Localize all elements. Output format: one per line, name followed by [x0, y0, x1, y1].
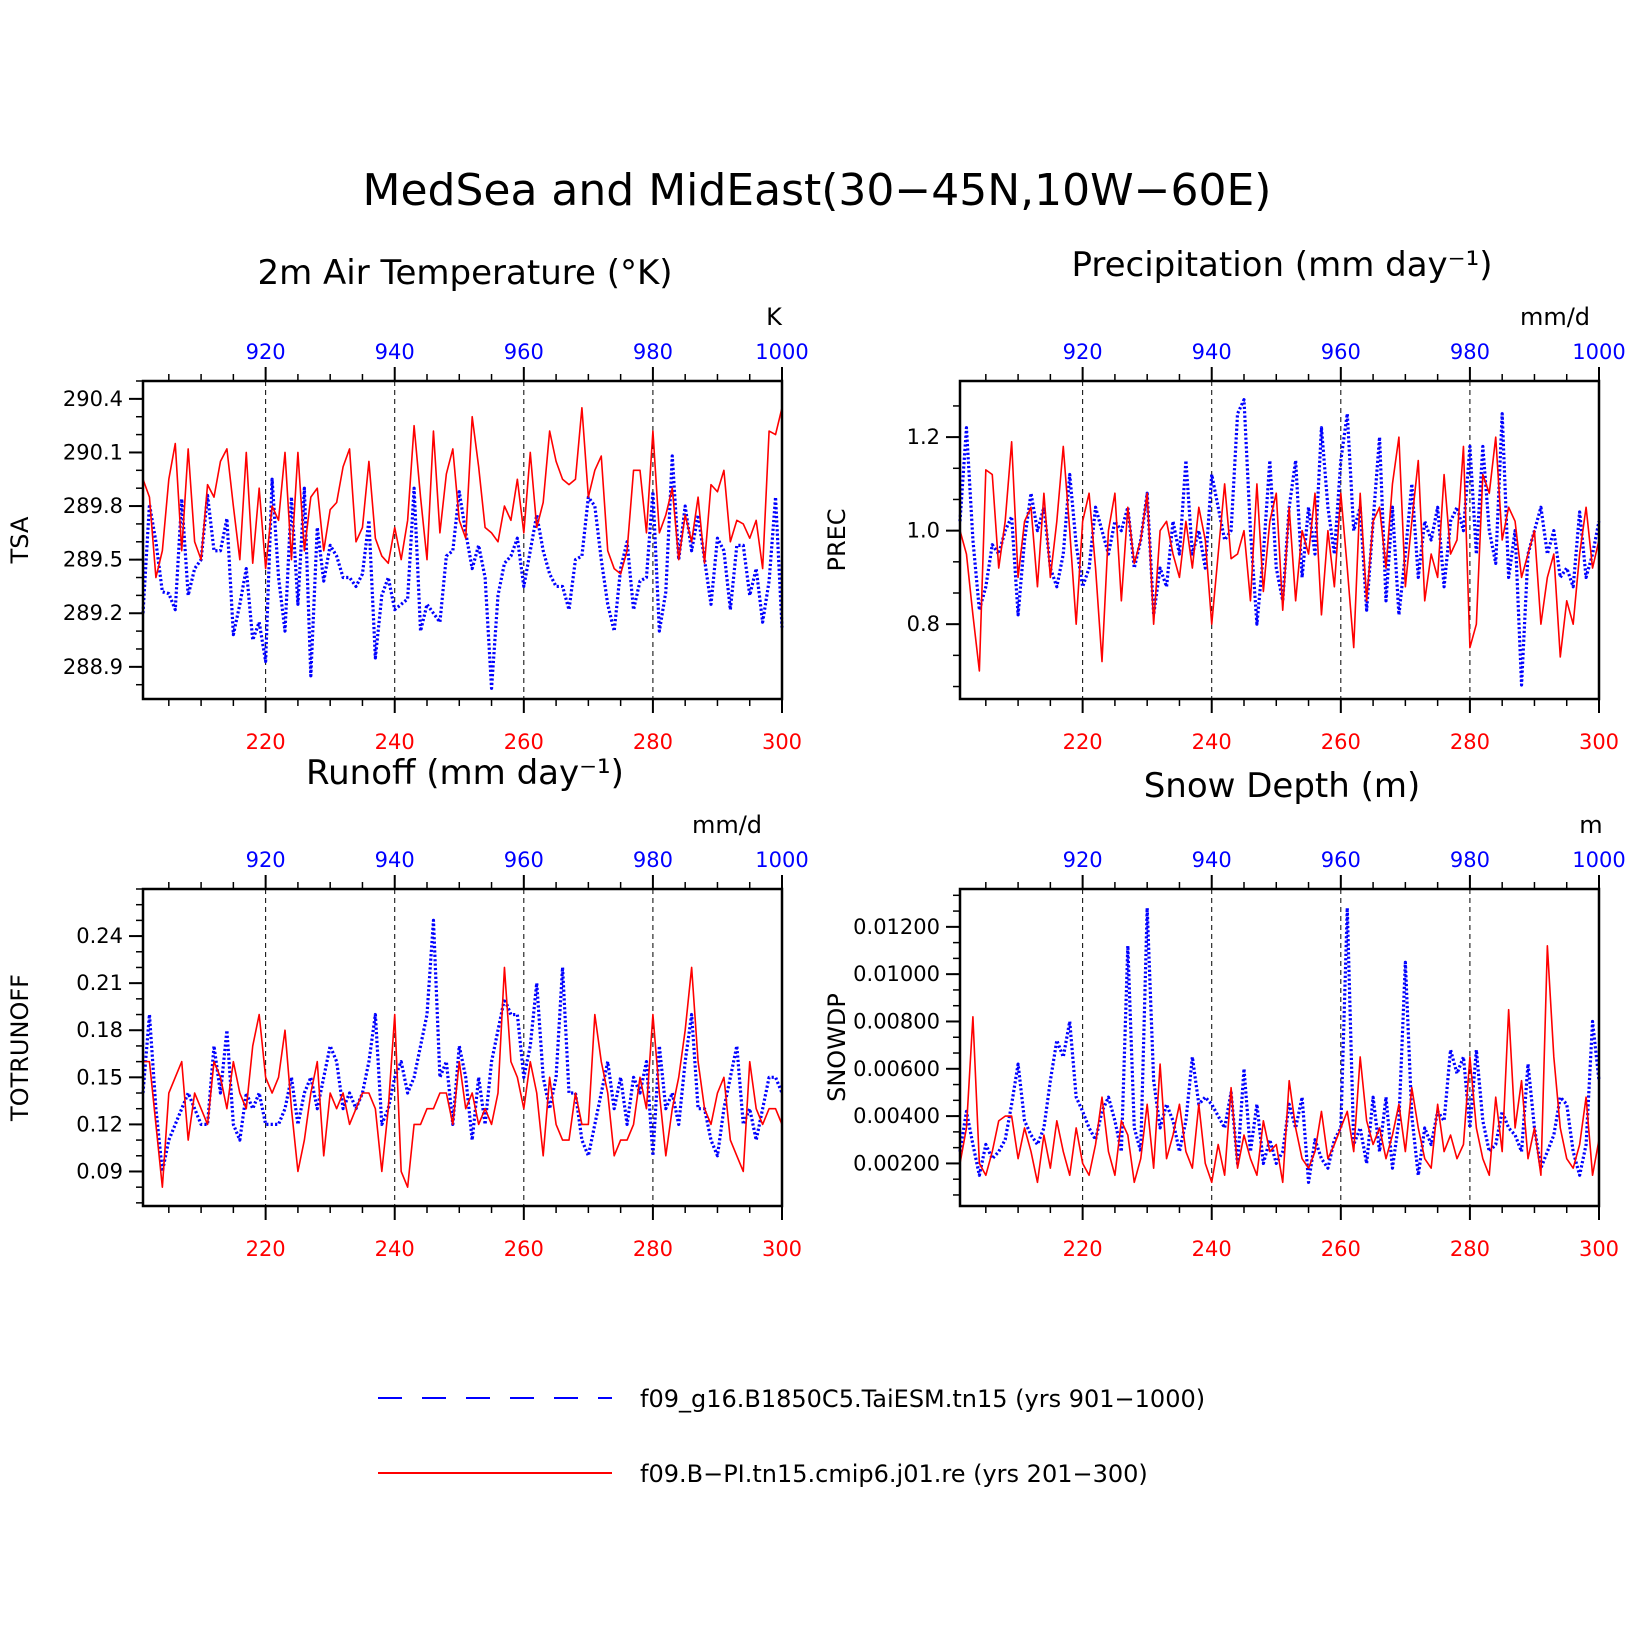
y-tick-label: 1.0	[907, 519, 940, 543]
x-tick-label-bottom: 220	[246, 1237, 286, 1261]
x-tick-label-top: 920	[1063, 340, 1103, 364]
x-tick-label-bottom: 300	[762, 1237, 802, 1261]
y-axis-label: TOTRUNOFF	[6, 974, 34, 1122]
plot-frame	[958, 887, 1601, 1208]
y-tick-label: 0.8	[907, 612, 940, 636]
y-tick-label: 0.00200	[853, 1151, 940, 1175]
unit-label: K	[766, 303, 783, 331]
y-tick-label: 0.01200	[853, 915, 940, 939]
plot-frame	[141, 379, 784, 701]
y-tick-label: 0.09	[76, 1159, 123, 1183]
panel-title: Runoff (mm day⁻¹)	[306, 753, 624, 793]
x-tick-label-top: 920	[1063, 848, 1103, 872]
x-tick-label-top: 980	[633, 340, 673, 364]
y-tick-label: 289.2	[63, 601, 123, 625]
y-tick-label: 0.12	[76, 1112, 123, 1136]
plot-frame	[958, 379, 1601, 701]
x-tick-label-bottom: 240	[375, 1237, 415, 1261]
x-tick-label-top: 1000	[755, 340, 808, 364]
x-tick-label-bottom: 260	[504, 1237, 544, 1261]
x-tick-label-bottom: 280	[633, 730, 673, 754]
panel-title: Precipitation (mm day⁻¹)	[1071, 245, 1492, 285]
x-tick-label-top: 980	[633, 848, 673, 872]
x-tick-label-top: 980	[1450, 340, 1490, 364]
series-case1-line	[958, 398, 1601, 687]
panel-1: 2m Air Temperature (°K) K TSA 288.9 289.2 289…	[6, 253, 809, 754]
x-tick-label-top: 940	[375, 340, 415, 364]
x-tick-label-bottom: 220	[1063, 1237, 1103, 1261]
y-axis-label: PREC	[823, 508, 851, 571]
panel-3: Runoff (mm day⁻¹) mm/d TOTRUNOFF 0.09 0.12 0.…	[6, 753, 809, 1261]
y-tick-label: 0.00800	[853, 1009, 940, 1033]
y-tick-label: 289.8	[63, 494, 123, 518]
y-tick-label: 0.01000	[853, 962, 940, 986]
x-tick-label-top: 960	[504, 848, 544, 872]
unit-label: m	[1579, 811, 1602, 839]
x-tick-label-top: 1000	[755, 848, 808, 872]
x-tick-label-bottom: 300	[762, 730, 802, 754]
x-tick-label-bottom: 240	[375, 730, 415, 754]
x-tick-label-bottom: 260	[1321, 1237, 1361, 1261]
x-tick-label-top: 960	[1321, 340, 1361, 364]
x-tick-label-bottom: 300	[1579, 1237, 1619, 1261]
x-tick-label-top: 940	[1192, 848, 1232, 872]
y-axis-label: TSA	[6, 516, 34, 564]
x-tick-label-bottom: 280	[1450, 730, 1490, 754]
panel-4: Snow Depth (m) m SNOWDP 0.00200 0.00400 0.006…	[823, 766, 1626, 1261]
x-tick-label-top: 920	[246, 340, 286, 364]
panel-title: Snow Depth (m)	[1144, 766, 1421, 806]
y-tick-label: 0.18	[76, 1018, 123, 1042]
legend-label-case2: f09.B−PI.tn15.cmip6.j01.re (yrs 201−300)	[640, 1460, 1148, 1488]
series-case2-line	[959, 436, 1600, 672]
x-tick-label-top: 920	[246, 848, 286, 872]
x-tick-label-top: 960	[504, 340, 544, 364]
x-tick-label-bottom: 280	[633, 1237, 673, 1261]
x-tick-label-bottom: 220	[246, 730, 286, 754]
x-tick-label-top: 960	[1321, 848, 1361, 872]
panel-title: 2m Air Temperature (°K)	[257, 253, 672, 293]
x-tick-label-top: 1000	[1572, 340, 1625, 364]
y-axis-label: SNOWDP	[823, 993, 851, 1102]
series-case2-line	[959, 944, 1600, 1184]
x-tick-label-top: 940	[375, 848, 415, 872]
y-tick-label: 290.4	[63, 387, 123, 411]
series-case2-line	[142, 406, 783, 579]
plot-frame	[141, 887, 784, 1208]
panel-2: Precipitation (mm day⁻¹) mm/d PREC 0.8 1.0 1.…	[823, 245, 1626, 754]
series-case1-line	[141, 454, 784, 690]
x-tick-label-bottom: 300	[1579, 730, 1619, 754]
series-case1-line	[141, 918, 784, 1174]
x-tick-label-bottom: 260	[504, 730, 544, 754]
series-case2-line	[143, 966, 783, 1188]
x-tick-label-bottom: 240	[1192, 730, 1232, 754]
y-tick-label: 288.9	[63, 655, 123, 679]
y-tick-label: 289.5	[63, 548, 123, 572]
unit-label: mm/d	[1520, 303, 1590, 331]
y-tick-label: 0.15	[76, 1065, 123, 1089]
unit-label: mm/d	[692, 811, 762, 839]
x-tick-label-bottom: 240	[1192, 1237, 1232, 1261]
y-tick-label: 1.2	[907, 425, 940, 449]
y-tick-label: 0.00600	[853, 1057, 940, 1081]
legend-label-case1: f09_g16.B1850C5.TaiESM.tn15 (yrs 901−100…	[640, 1385, 1205, 1413]
x-tick-label-bottom: 280	[1450, 1237, 1490, 1261]
figure-title: MedSea and MidEast(30−45N,10W−60E)	[363, 165, 1272, 216]
legend: f09_g16.B1850C5.TaiESM.tn15 (yrs 901−100…	[378, 1385, 1205, 1488]
x-tick-label-bottom: 260	[1321, 730, 1361, 754]
x-tick-label-top: 940	[1192, 340, 1232, 364]
x-tick-label-bottom: 220	[1063, 730, 1103, 754]
y-tick-label: 0.00400	[853, 1104, 940, 1128]
x-tick-label-top: 980	[1450, 848, 1490, 872]
chart-panels: 2m Air Temperature (°K) K TSA 288.9 289.2 289…	[6, 245, 1626, 1261]
y-tick-label: 290.1	[63, 440, 123, 464]
y-tick-label: 0.21	[76, 971, 123, 995]
y-tick-label: 0.24	[76, 924, 123, 948]
x-tick-label-top: 1000	[1572, 848, 1625, 872]
